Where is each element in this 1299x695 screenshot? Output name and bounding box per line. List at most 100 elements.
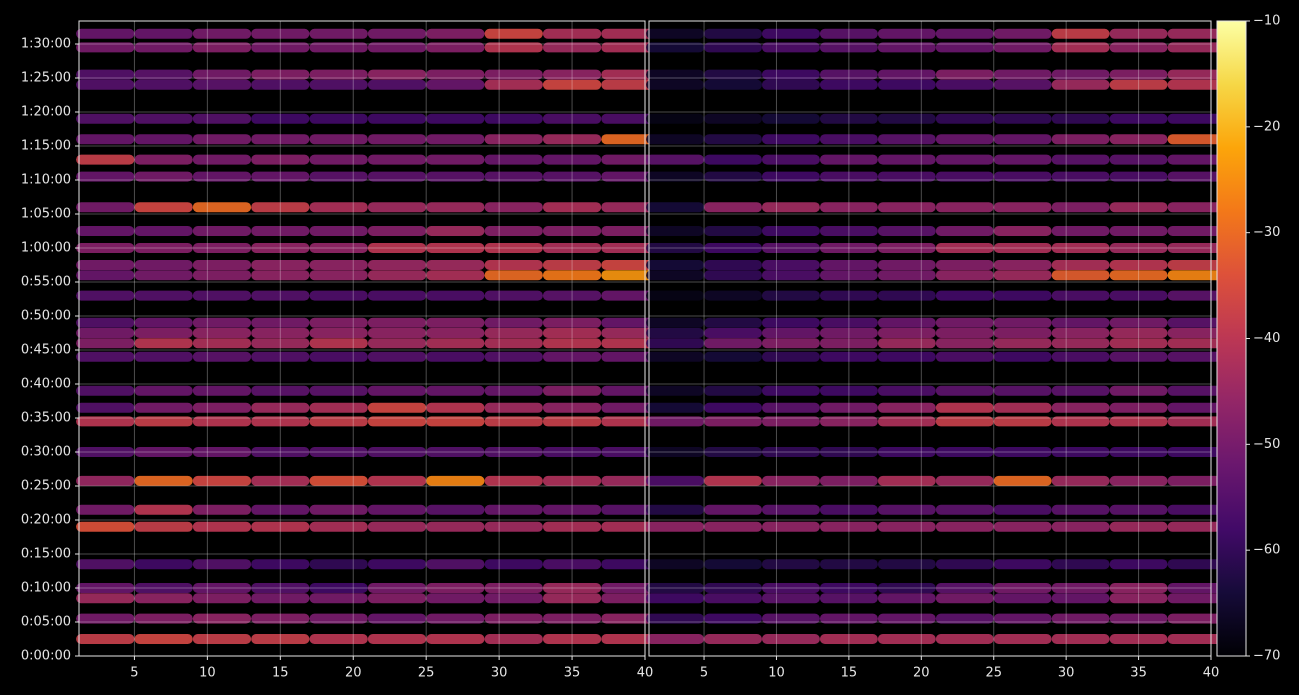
heat-cell <box>192 260 252 271</box>
heat-cell <box>251 28 310 39</box>
x-tick-label: 35 <box>1130 666 1147 681</box>
heat-cell <box>251 328 310 339</box>
heat-cell <box>993 385 1052 396</box>
heat-cell <box>134 28 193 39</box>
heat-cell <box>877 260 936 271</box>
heat-cell <box>251 42 310 53</box>
heat-cell <box>1051 243 1110 254</box>
heat-cell <box>646 226 705 237</box>
heat-cell <box>542 593 602 604</box>
heat-cell <box>367 583 427 594</box>
heat-cell <box>192 521 252 532</box>
x-tick-label: 35 <box>564 666 581 681</box>
x-tick-label: 40 <box>637 666 654 681</box>
heat-cell <box>646 402 705 413</box>
heat-cell <box>1051 402 1110 413</box>
heat-cell <box>761 559 820 570</box>
heat-cell <box>542 69 602 80</box>
heat-cell <box>1109 416 1168 427</box>
heat-cell <box>819 402 878 413</box>
heat-cell <box>76 328 135 339</box>
y-tick-label: 0:15:00 <box>21 547 71 562</box>
heat-cell <box>251 402 310 413</box>
heat-cell <box>704 447 762 458</box>
heat-cell <box>192 634 252 645</box>
heat-cell <box>704 28 762 39</box>
heat-cell <box>426 385 485 396</box>
heat-cell <box>426 328 485 339</box>
heat-cell <box>819 154 878 165</box>
heat-cell <box>76 583 135 594</box>
heat-cell <box>76 475 135 486</box>
heat-cell <box>426 42 485 53</box>
heat-cell <box>309 243 368 254</box>
heat-cell <box>76 559 135 570</box>
heat-cell <box>426 613 485 624</box>
heat-cell <box>1051 113 1110 124</box>
heat-cell <box>367 351 427 362</box>
heat-cell <box>819 226 878 237</box>
heat-cell <box>877 613 936 624</box>
x-tick-label: 30 <box>1058 666 1075 681</box>
heat-cell <box>484 154 543 165</box>
heat-cell <box>367 634 427 645</box>
heat-cell <box>704 504 762 515</box>
heat-cell <box>761 226 820 237</box>
heat-cell <box>1109 521 1168 532</box>
heat-cell <box>484 290 543 301</box>
heat-cell <box>1051 593 1110 604</box>
heat-cell <box>134 113 193 124</box>
heat-cell <box>935 260 994 271</box>
heat-cell <box>1109 69 1168 80</box>
colorbar-tick-label: −20 <box>1253 119 1280 134</box>
heat-cell <box>1109 226 1168 237</box>
heat-cell <box>542 634 602 645</box>
heat-cell <box>367 402 427 413</box>
heat-cell <box>1051 447 1110 458</box>
heat-cell <box>426 559 485 570</box>
heat-cell <box>426 504 485 515</box>
heat-cell <box>819 504 878 515</box>
heat-cell <box>76 260 135 271</box>
heat-cell <box>192 243 252 254</box>
heat-cell <box>646 351 705 362</box>
heat-cell <box>484 42 543 53</box>
colorbar-tick-label: −10 <box>1253 14 1280 29</box>
heat-cell <box>76 154 135 165</box>
heat-cell <box>76 28 135 39</box>
heat-cell <box>993 28 1052 39</box>
heat-cell <box>1109 79 1168 90</box>
heat-cell <box>192 79 252 90</box>
heat-cell <box>704 328 762 339</box>
heat-cell <box>646 317 705 328</box>
heat-cell <box>251 243 310 254</box>
heat-cell <box>993 338 1052 349</box>
heat-cell <box>646 42 705 53</box>
colorbar-tick-label: −70 <box>1253 649 1280 664</box>
heat-cell <box>309 351 368 362</box>
heat-cell <box>426 416 485 427</box>
heat-cell <box>542 226 602 237</box>
heat-cell <box>1109 559 1168 570</box>
heat-cell <box>192 28 252 39</box>
heat-cell <box>761 202 820 213</box>
heat-cell <box>542 613 602 624</box>
heat-cell <box>935 338 994 349</box>
heat-cell <box>309 416 368 427</box>
colorbar <box>1216 20 1247 657</box>
heat-cell <box>367 559 427 570</box>
heat-cell <box>134 243 193 254</box>
heat-cell <box>1051 226 1110 237</box>
heat-cell <box>877 447 936 458</box>
heat-cell <box>935 583 994 594</box>
heat-cell <box>484 593 543 604</box>
heat-cell <box>1051 79 1110 90</box>
heat-cell <box>704 475 762 486</box>
heat-cell <box>484 243 543 254</box>
heat-cell <box>1109 202 1168 213</box>
heat-cell <box>935 317 994 328</box>
heat-cell <box>134 504 193 515</box>
heat-cell <box>935 613 994 624</box>
heat-cell <box>877 634 936 645</box>
